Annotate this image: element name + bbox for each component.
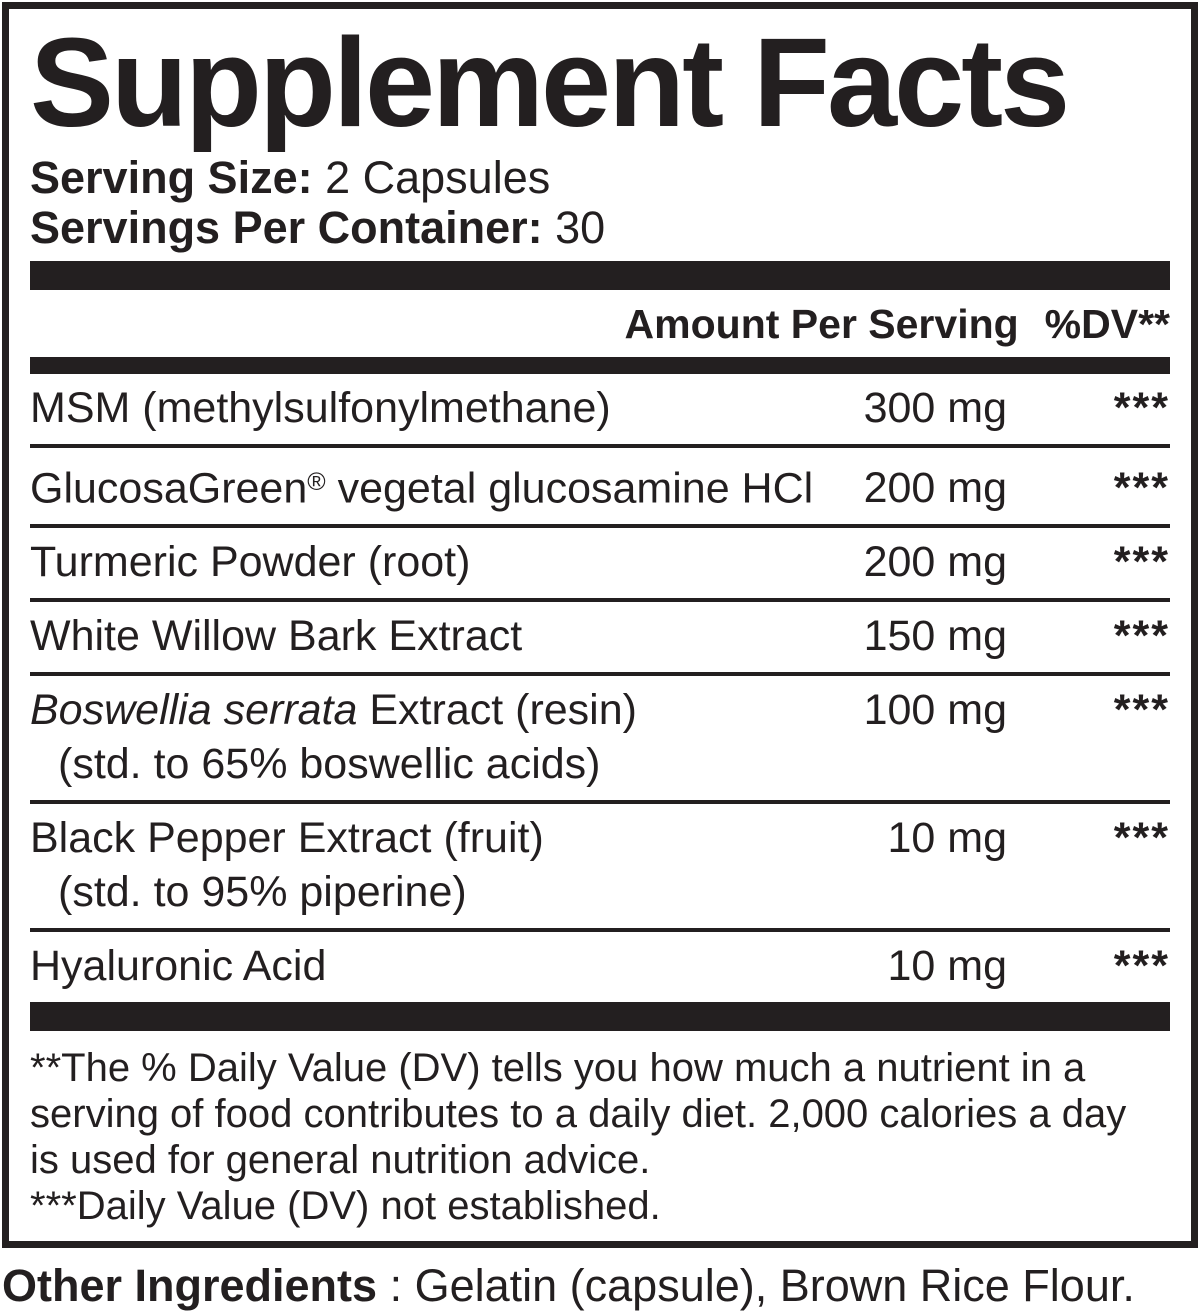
ingredient-dv-asterisks: *** — [1113, 686, 1170, 735]
ingredient-dv-asterisks: *** — [1113, 612, 1170, 661]
divider-bar-bottom — [30, 1002, 1170, 1032]
ingredient-name: GlucosaGreen® vegetal glucosamine HCl — [30, 459, 857, 511]
ingredient-name: MSM (methylsulfonylmethane) — [30, 385, 857, 431]
ingredient-name: Black Pepper Extract (fruit) (std. to 95%… — [30, 815, 857, 915]
ingredient-name: White Willow Bark Extract — [30, 613, 857, 659]
footnote-block: **The % Daily Value (DV) tells you how m… — [30, 1031, 1170, 1229]
ingredient-rows: MSM (methylsulfonylmethane) 300 mg *** Gluc… — [30, 374, 1170, 1002]
ingredient-dv-asterisks: *** — [1113, 384, 1170, 432]
panel-title: Supplement Facts — [30, 12, 1070, 153]
ingredient-row: Turmeric Powder (root) 200 mg *** — [30, 528, 1170, 603]
other-ingredients-label: Other Ingredients — [2, 1260, 390, 1311]
ingredient-name-line: Turmeric Powder (root) — [30, 538, 471, 587]
serving-size-label: Serving Size: — [30, 152, 326, 203]
ingredient-amount: 200 mg — [863, 538, 1007, 587]
supplement-facts-panel: Supplement Facts Serving Size: 2 Capsule… — [2, 2, 1198, 1248]
ingredient-name-line: White Willow Bark Extract — [30, 612, 523, 661]
ingredient-name: Hyaluronic Acid — [30, 943, 857, 989]
ingredient-name-line: MSM (methylsulfonylmethane) — [30, 384, 611, 432]
ingredient-row: Black Pepper Extract (fruit) (std. to 95%… — [30, 804, 1170, 933]
percent-dv-header: %DV** — [1044, 301, 1170, 347]
footnote-line: serving of food contributes to a daily d… — [30, 1092, 1127, 1137]
ingredient-amount: 150 mg — [863, 612, 1007, 661]
ingredient-row: White Willow Bark Extract 150 mg *** — [30, 602, 1170, 677]
ingredient-name: Turmeric Powder (root) — [30, 539, 857, 585]
ingredient-amount: 200 mg — [863, 464, 1007, 513]
ingredient-dv-asterisks: *** — [1113, 942, 1170, 991]
servings-per-container-value: 30 — [555, 202, 606, 253]
other-ingredients-line: Other Ingredients : Gelatin (capsule), B… — [2, 1262, 1135, 1310]
ingredient-amount: 10 mg — [887, 814, 1007, 863]
footnote-line: **The % Daily Value (DV) tells you how m… — [30, 1046, 1086, 1091]
ingredient-amount: 10 mg — [887, 942, 1007, 991]
ingredient-name-line: Hyaluronic Acid — [30, 942, 327, 991]
ingredient-detail: (std. to 95% piperine) — [58, 868, 467, 917]
ingredient-row: Boswellia serrata Extract (resin) (std. t… — [30, 676, 1170, 805]
ingredient-name-line: Black Pepper Extract (fruit) — [30, 814, 544, 863]
table-header-row: Amount Per Serving %DV** — [30, 290, 1170, 357]
ingredient-name-line: Boswellia serrata Extract (resin) — [30, 686, 637, 735]
amount-per-serving-header: Amount Per Serving — [624, 301, 1019, 347]
ingredient-dv-asterisks: *** — [1113, 538, 1170, 587]
servings-per-container-label: Servings Per Container: — [30, 202, 556, 253]
servings-per-container-line: Servings Per Container: 30 — [30, 203, 1170, 253]
ingredient-name-line: GlucosaGreen® vegetal glucosamine HCl — [30, 464, 814, 513]
ingredient-dv-asterisks: *** — [1113, 814, 1170, 863]
registered-trademark-symbol: ® — [307, 468, 326, 496]
serving-size-line: Serving Size: 2 Capsules — [30, 153, 1170, 203]
ingredient-amount: 300 mg — [863, 384, 1007, 432]
ingredient-detail: (std. to 65% boswellic acids) — [58, 740, 601, 789]
ingredient-amount: 100 mg — [863, 686, 1007, 735]
divider-bar-top — [30, 261, 1170, 290]
divider-bar-header — [30, 357, 1170, 374]
footnote-line: ***Daily Value (DV) not established. — [30, 1184, 661, 1229]
serving-size-value: 2 Capsules — [325, 152, 551, 203]
ingredient-name: Boswellia serrata Extract (resin) (std. t… — [30, 687, 857, 787]
ingredient-row: Hyaluronic Acid 10 mg *** — [30, 932, 1170, 1002]
ingredient-dv-asterisks: *** — [1113, 464, 1170, 513]
other-ingredients-value: : Gelatin (capsule), Brown Rice Flour. — [389, 1260, 1135, 1311]
footnote-line: is used for general nutrition advice. — [30, 1138, 651, 1183]
ingredient-row: GlucosaGreen® vegetal glucosamine HCl 200… — [30, 448, 1170, 529]
ingredient-row: MSM (methylsulfonylmethane) 300 mg *** — [30, 374, 1170, 448]
